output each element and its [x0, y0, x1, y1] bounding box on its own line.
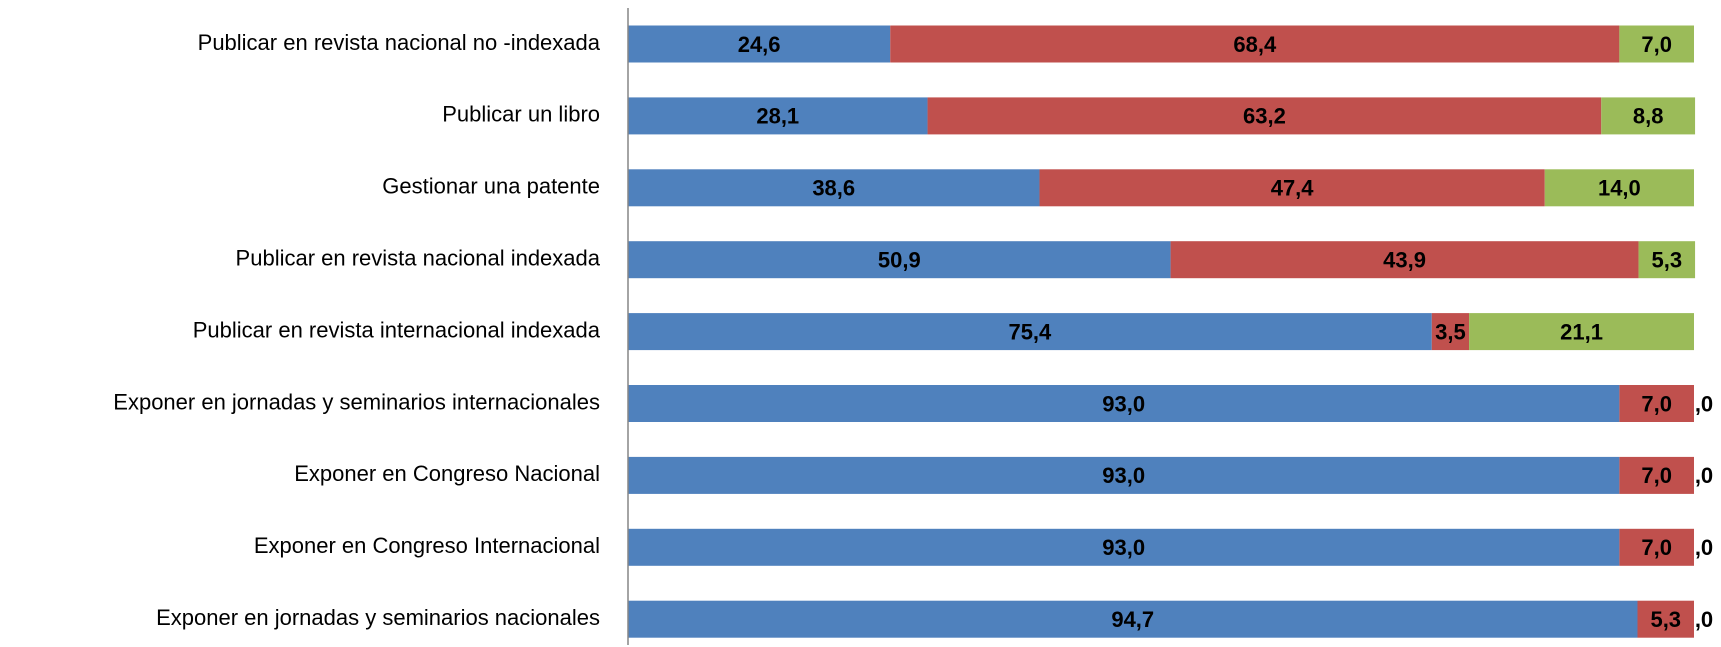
- bar-segment: [1431, 313, 1470, 351]
- bar-segment: [628, 97, 928, 135]
- value-label: 21,1: [1560, 319, 1603, 344]
- bar-segment: [1619, 385, 1694, 422]
- value-label: 63,2: [1243, 104, 1286, 129]
- category-label: Exponer en jornadas y seminarios naciona…: [156, 605, 600, 630]
- value-label: 7,0: [1641, 391, 1672, 416]
- value-label: ,0: [1695, 607, 1713, 632]
- bar-segment: [1619, 528, 1694, 566]
- bar-segment: [890, 25, 1620, 63]
- bar-segment: [628, 528, 1620, 566]
- category-label: Exponer en Congreso Internacional: [254, 533, 600, 558]
- bar-segment: [1170, 241, 1639, 279]
- bar-segment: [628, 25, 891, 63]
- bar-segment: [628, 385, 1620, 422]
- bar-segment: [628, 241, 1171, 279]
- value-label: 7,0: [1641, 463, 1672, 488]
- bar-segment: [1619, 25, 1694, 63]
- category-label: Exponer en Congreso Nacional: [294, 461, 600, 486]
- bar-segment: [927, 97, 1602, 135]
- value-label: 38,6: [812, 176, 855, 201]
- value-label: 28,1: [756, 104, 799, 129]
- bar-segment: [1638, 241, 1696, 279]
- value-label: 7,0: [1641, 535, 1672, 560]
- category-label: Publicar en revista nacional indexada: [236, 246, 601, 271]
- value-label: 24,6: [738, 32, 781, 57]
- value-label: ,0: [1695, 463, 1713, 488]
- category-label: Publicar en revista nacional no -indexad…: [198, 30, 601, 55]
- category-label: Publicar en revista internacional indexa…: [193, 317, 601, 342]
- bar-segment: [628, 456, 1620, 494]
- category-label: Gestionar una patente: [382, 174, 600, 199]
- value-label: 47,4: [1271, 176, 1315, 201]
- bar-segment: [1544, 169, 1694, 207]
- value-label: 93,0: [1102, 391, 1145, 416]
- value-label: 5,3: [1650, 607, 1681, 632]
- category-label: Publicar un libro: [442, 102, 600, 127]
- bar-segment: [1469, 313, 1694, 351]
- value-label: 5,3: [1652, 248, 1683, 273]
- value-label: 14,0: [1598, 176, 1641, 201]
- value-label: 50,9: [878, 248, 921, 273]
- value-label: 75,4: [1008, 319, 1052, 344]
- category-label: Exponer en jornadas y seminarios interna…: [113, 389, 600, 414]
- bar-segment: [1619, 456, 1694, 494]
- value-label: 7,0: [1641, 32, 1672, 57]
- value-label: 8,8: [1633, 104, 1664, 129]
- bar-segment: [1637, 600, 1694, 638]
- bar-segment: [628, 600, 1638, 638]
- bar-segment: [1039, 169, 1545, 207]
- value-label: 93,0: [1102, 535, 1145, 560]
- value-label: 3,5: [1435, 319, 1466, 344]
- value-label: 93,0: [1102, 463, 1145, 488]
- value-label: ,0: [1695, 535, 1713, 560]
- bar-segment: [628, 313, 1432, 351]
- value-label: 68,4: [1233, 32, 1277, 57]
- value-label: 94,7: [1111, 607, 1154, 632]
- bar-segment: [628, 169, 1040, 207]
- bar-segment: [1601, 97, 1696, 135]
- value-label: 43,9: [1383, 248, 1426, 273]
- value-label: ,0: [1695, 391, 1713, 416]
